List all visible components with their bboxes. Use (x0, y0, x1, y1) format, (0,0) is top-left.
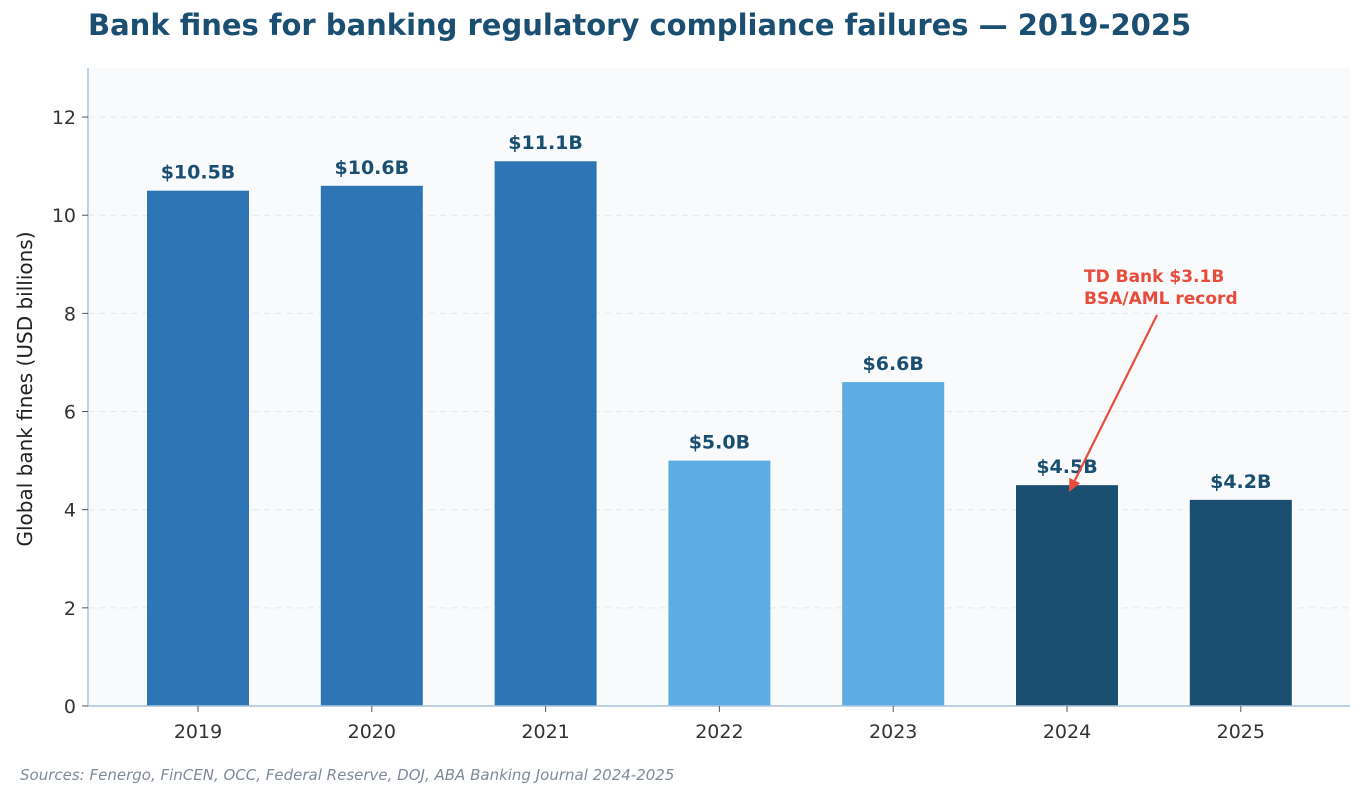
bar-2019 (147, 190, 249, 706)
x-axis-ticks: 2019 2020 2021 2022 2023 2024 2025 (174, 706, 1265, 743)
y-tick-label: 4 (64, 500, 76, 522)
value-label: $10.5B (161, 162, 236, 184)
annotation-line: TD Bank $3.1B (1084, 267, 1224, 287)
x-tick-label: 2019 (174, 721, 222, 743)
y-tick-label: 0 (64, 696, 76, 718)
y-tick-label: 2 (64, 598, 76, 620)
y-tick-label: 6 (64, 402, 76, 424)
y-axis-title: Global bank fines (USD billions) (13, 231, 37, 546)
value-label: $4.2B (1210, 471, 1271, 493)
annotation-line: BSA/AML record (1084, 289, 1238, 309)
bar-2020 (320, 185, 423, 707)
x-tick-label: 2022 (695, 721, 743, 743)
value-label: $11.1B (508, 132, 583, 154)
y-tick-label: 12 (52, 107, 76, 129)
bar-2024 (1016, 485, 1118, 706)
annotation-text: TD Bank $3.1B BSA/AML record (1084, 267, 1238, 309)
x-tick-label: 2021 (521, 721, 569, 743)
annotation: TD Bank $3.1B BSA/AML record (1069, 267, 1238, 493)
y-tick-label: 10 (52, 205, 76, 227)
value-label: $4.5B (1036, 456, 1097, 478)
bar-2021 (494, 161, 597, 706)
chart-title: Bank fines for banking regulatory compli… (88, 8, 1192, 42)
x-tick-label: 2023 (869, 721, 917, 743)
x-tick-label: 2020 (348, 721, 396, 743)
bar-2025 (1189, 499, 1292, 706)
bar-2023 (842, 382, 945, 706)
annotation-arrow-head (1069, 477, 1081, 493)
value-label: $6.6B (863, 353, 924, 375)
bars (147, 161, 1292, 707)
source-note: Sources: Fenergo, FinCEN, OCC, Federal R… (20, 766, 675, 784)
value-labels: $10.5B $10.6B $11.1B $5.0B $6.6B $4.5B $4.2B (161, 132, 1272, 493)
x-tick-label: 2024 (1043, 721, 1091, 743)
y-tick-label: 8 (64, 303, 76, 325)
annotation-arrow (1073, 314, 1158, 482)
value-label: $10.6B (335, 157, 410, 179)
y-axis-ticks: 0 2 4 6 8 10 12 (52, 107, 88, 718)
x-tick-label: 2025 (1217, 721, 1265, 743)
value-label: $5.0B (689, 432, 750, 454)
bar-2022 (668, 460, 771, 706)
